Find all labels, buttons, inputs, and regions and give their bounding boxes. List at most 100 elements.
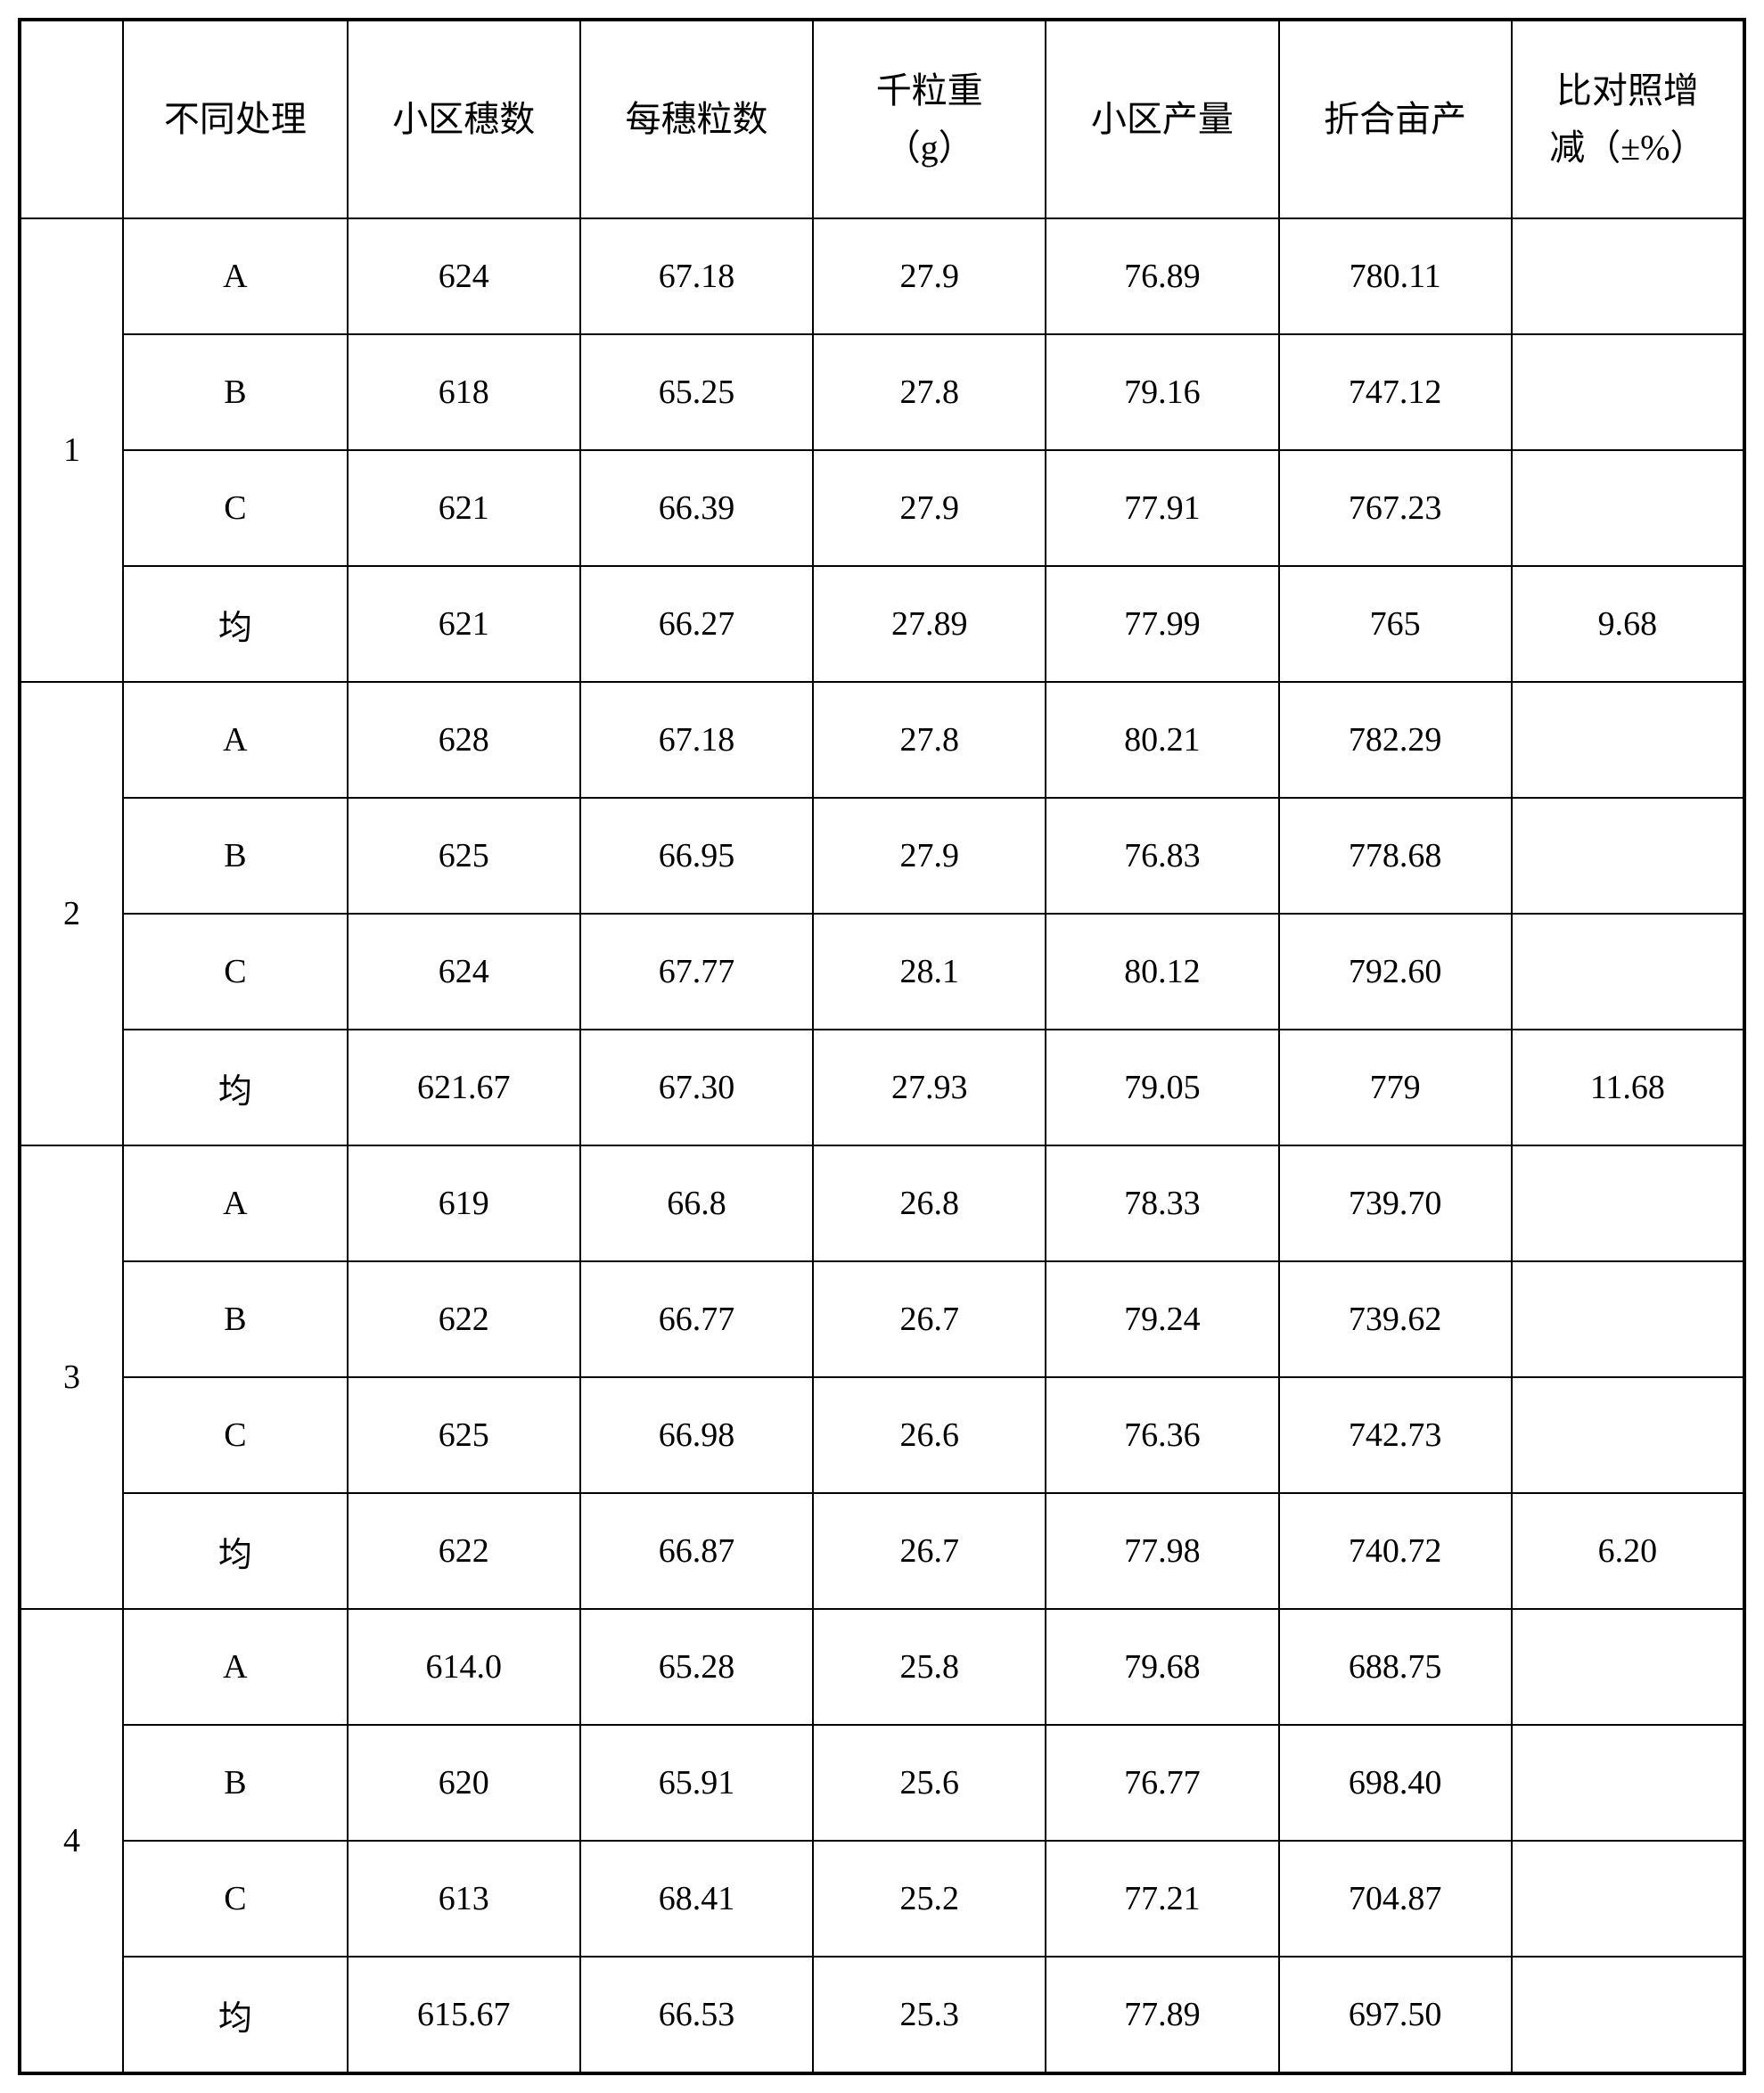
treatment-cell: 均: [123, 1957, 348, 2073]
table-header: 不同处理小区穗数每穗粒数千粒重（g）小区产量折合亩产比对照增减（±%）: [20, 20, 1744, 218]
value-cell: 625: [348, 1377, 580, 1493]
value-cell: 782.29: [1279, 682, 1512, 798]
value-cell: 27.8: [813, 682, 1046, 798]
value-cell: [1512, 798, 1744, 914]
value-cell: 25.6: [813, 1725, 1046, 1841]
table-body: 1A62467.1827.976.89780.11B61865.2527.879…: [20, 218, 1744, 2073]
value-cell: 27.9: [813, 798, 1046, 914]
value-cell: 620: [348, 1725, 580, 1841]
value-cell: 80.21: [1046, 682, 1278, 798]
treatment-cell: C: [123, 1841, 348, 1957]
value-cell: 77.89: [1046, 1957, 1278, 2073]
value-cell: 77.98: [1046, 1493, 1278, 1609]
value-cell: 9.68: [1512, 566, 1744, 682]
value-cell: 624: [348, 914, 580, 1030]
table-row: 2A62867.1827.880.21782.29: [20, 682, 1744, 798]
value-cell: 67.77: [580, 914, 813, 1030]
value-cell: 27.9: [813, 218, 1046, 334]
value-cell: 77.91: [1046, 450, 1278, 566]
value-cell: 28.1: [813, 914, 1046, 1030]
value-cell: [1512, 682, 1744, 798]
value-cell: 618: [348, 334, 580, 450]
table-row: B61865.2527.879.16747.12: [20, 334, 1744, 450]
treatment-cell: C: [123, 450, 348, 566]
value-cell: [1512, 1145, 1744, 1261]
value-cell: 79.16: [1046, 334, 1278, 450]
value-cell: 614.0: [348, 1609, 580, 1725]
value-cell: 619: [348, 1145, 580, 1261]
value-cell: 615.67: [348, 1957, 580, 2073]
value-cell: [1512, 1261, 1744, 1377]
value-cell: 25.3: [813, 1957, 1046, 2073]
value-cell: 27.89: [813, 566, 1046, 682]
col-header-3: 每穗粒数: [580, 20, 813, 218]
treatment-cell: A: [123, 218, 348, 334]
table-row: 4A614.065.2825.879.68688.75: [20, 1609, 1744, 1725]
table-row: 均615.6766.5325.377.89697.50: [20, 1957, 1744, 2073]
value-cell: 25.2: [813, 1841, 1046, 1957]
value-cell: 697.50: [1279, 1957, 1512, 2073]
value-cell: 792.60: [1279, 914, 1512, 1030]
treatment-cell: B: [123, 334, 348, 450]
value-cell: 6.20: [1512, 1493, 1744, 1609]
table-row: 1A62467.1827.976.89780.11: [20, 218, 1744, 334]
table-row: C62166.3927.977.91767.23: [20, 450, 1744, 566]
value-cell: 65.91: [580, 1725, 813, 1841]
col-header-7: 比对照增减（±%）: [1512, 20, 1744, 218]
value-cell: 68.41: [580, 1841, 813, 1957]
table-row: C62566.9826.676.36742.73: [20, 1377, 1744, 1493]
value-cell: 740.72: [1279, 1493, 1512, 1609]
treatment-cell: B: [123, 1725, 348, 1841]
value-cell: 622: [348, 1261, 580, 1377]
value-cell: 621: [348, 566, 580, 682]
value-cell: 66.8: [580, 1145, 813, 1261]
col-header-0: [20, 20, 123, 218]
value-cell: 624: [348, 218, 580, 334]
treatment-cell: 均: [123, 566, 348, 682]
col-header-4: 千粒重（g）: [813, 20, 1046, 218]
value-cell: 778.68: [1279, 798, 1512, 914]
value-cell: 76.77: [1046, 1725, 1278, 1841]
value-cell: [1512, 218, 1744, 334]
value-cell: [1512, 1725, 1744, 1841]
value-cell: 66.39: [580, 450, 813, 566]
value-cell: 747.12: [1279, 334, 1512, 450]
table-row: 均621.6767.3027.9379.0577911.68: [20, 1030, 1744, 1145]
value-cell: 25.8: [813, 1609, 1046, 1725]
value-cell: 66.95: [580, 798, 813, 914]
value-cell: 77.21: [1046, 1841, 1278, 1957]
group-id-cell: 4: [20, 1609, 123, 2073]
value-cell: 79.24: [1046, 1261, 1278, 1377]
treatment-cell: C: [123, 1377, 348, 1493]
table-row: B62065.9125.676.77698.40: [20, 1725, 1744, 1841]
value-cell: 698.40: [1279, 1725, 1512, 1841]
value-cell: 76.36: [1046, 1377, 1278, 1493]
value-cell: 26.6: [813, 1377, 1046, 1493]
value-cell: 779: [1279, 1030, 1512, 1145]
treatment-cell: B: [123, 1261, 348, 1377]
value-cell: 76.83: [1046, 798, 1278, 914]
group-id-cell: 1: [20, 218, 123, 682]
value-cell: [1512, 1841, 1744, 1957]
value-cell: 27.93: [813, 1030, 1046, 1145]
value-cell: 66.27: [580, 566, 813, 682]
value-cell: 78.33: [1046, 1145, 1278, 1261]
value-cell: 780.11: [1279, 218, 1512, 334]
value-cell: 765: [1279, 566, 1512, 682]
value-cell: 742.73: [1279, 1377, 1512, 1493]
value-cell: [1512, 1957, 1744, 2073]
table-row: B62266.7726.779.24739.62: [20, 1261, 1744, 1377]
value-cell: 66.98: [580, 1377, 813, 1493]
value-cell: 65.25: [580, 334, 813, 450]
value-cell: 66.77: [580, 1261, 813, 1377]
value-cell: 79.05: [1046, 1030, 1278, 1145]
treatment-cell: A: [123, 1145, 348, 1261]
treatment-cell: B: [123, 798, 348, 914]
value-cell: 65.28: [580, 1609, 813, 1725]
col-header-6: 折合亩产: [1279, 20, 1512, 218]
value-cell: 27.9: [813, 450, 1046, 566]
treatment-cell: C: [123, 914, 348, 1030]
value-cell: 11.68: [1512, 1030, 1744, 1145]
table-row: 均62266.8726.777.98740.726.20: [20, 1493, 1744, 1609]
value-cell: 26.7: [813, 1493, 1046, 1609]
